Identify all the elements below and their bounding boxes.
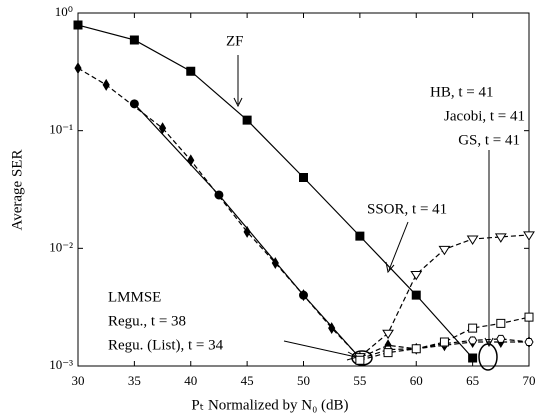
annotation: Jacobi, t = 41 [444, 108, 525, 124]
marker [328, 322, 336, 335]
marker [466, 235, 479, 245]
annotation: HB, t = 41 [430, 84, 493, 100]
marker [468, 323, 478, 333]
annotation: GS, t = 41 [458, 132, 520, 148]
marker [468, 353, 478, 363]
annotation: SSOR, t = 41 [367, 201, 447, 217]
marker [494, 233, 507, 243]
arrow-head [233, 97, 243, 108]
x-tick-label: 65 [466, 373, 479, 388]
series-line [77, 24, 474, 359]
x-tick-label: 55 [353, 373, 366, 388]
marker [438, 245, 451, 256]
x-tick-label: 30 [72, 373, 85, 388]
annotation-shapes [233, 55, 498, 371]
marker [411, 344, 421, 354]
series-line [77, 67, 529, 359]
marker [410, 270, 423, 281]
marker [299, 289, 308, 302]
marker [382, 329, 394, 340]
marker [102, 78, 110, 91]
marker [129, 99, 139, 109]
x-tick-label: 60 [410, 373, 423, 388]
annotation: LMMSE [108, 289, 161, 305]
marker [411, 290, 421, 300]
marker [73, 20, 83, 30]
marker [496, 334, 506, 343]
marker [129, 35, 139, 45]
x-tick-label: 70 [523, 373, 536, 388]
x-tick-label: 45 [241, 373, 254, 388]
annotation: ZF [226, 33, 244, 49]
marker [158, 122, 167, 135]
marker [271, 257, 279, 270]
arrow [283, 340, 357, 358]
y-tick-label: 10⁻² [49, 239, 73, 254]
y-tick-label: 10⁻¹ [49, 122, 73, 137]
marker [299, 172, 308, 182]
x-axis-label: Pₜ Normalized by N₀ (dB) [191, 397, 348, 413]
marker [524, 338, 534, 346]
arrow-head [484, 337, 494, 348]
marker [355, 355, 365, 365]
marker [496, 318, 506, 328]
x-tick-label: 50 [297, 373, 310, 388]
arrow [388, 221, 409, 271]
marker [74, 62, 82, 75]
marker [355, 231, 365, 241]
annotation: Regu., t = 38 [108, 313, 186, 329]
marker [242, 115, 252, 125]
highlight-ellipse [351, 350, 373, 366]
marker [186, 66, 196, 76]
marker [524, 312, 534, 322]
x-tick-label: 40 [184, 373, 197, 388]
marker [187, 154, 195, 167]
marker [468, 336, 478, 345]
annotation: Regu. (List), t = 34 [108, 337, 224, 353]
y-tick-label: 10⁻³ [49, 357, 73, 372]
marker [243, 225, 251, 238]
highlight-ellipse [478, 343, 498, 371]
marker [439, 337, 449, 347]
x-tick-label: 35 [128, 373, 141, 388]
marker [523, 231, 535, 241]
marker [383, 348, 393, 358]
y-axis-label: Average SER [9, 150, 25, 231]
arrow-head [385, 261, 395, 274]
y-tick-label: 10⁰ [55, 4, 73, 19]
